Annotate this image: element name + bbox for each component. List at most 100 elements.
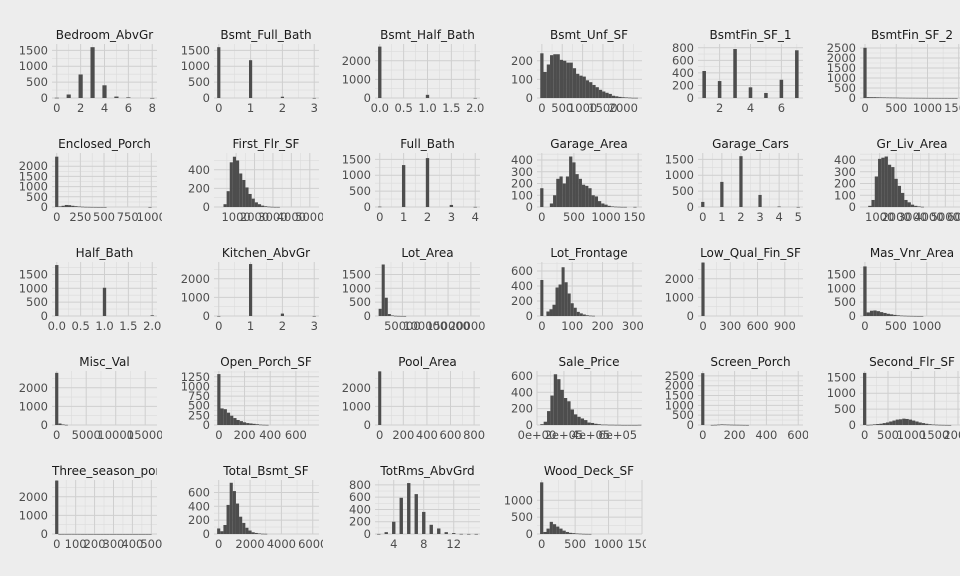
y-tick-label: 500 [511, 510, 533, 524]
histogram-bar [558, 284, 562, 316]
y-tick-label: 1000 [665, 168, 694, 182]
histogram-bar [591, 195, 595, 207]
histogram-bar [400, 315, 404, 317]
bars [862, 266, 923, 317]
y-tick-label: 0 [687, 91, 694, 105]
histogram-bar [67, 533, 72, 535]
histogram-bar [900, 192, 904, 207]
histogram-bar [555, 178, 559, 207]
histogram-bar [616, 206, 620, 208]
facet-title: TotRms_AbvGrd [380, 464, 475, 478]
bars [539, 53, 638, 99]
x-tick-label: 2.0 [466, 101, 484, 115]
x-tick-label: 2 [716, 101, 723, 115]
x-tick-label: 15000 [127, 428, 162, 442]
histogram-bar [425, 94, 430, 98]
facet-plot: 0 500 1000 0 500 1000 1500 [503, 480, 646, 551]
y-tick-label: 1500 [180, 43, 209, 57]
histogram-bar [613, 206, 617, 208]
x-tick-label: 0 [861, 428, 868, 442]
y-tick-label: 1000 [342, 399, 371, 413]
facet-title: Misc_Val [79, 355, 130, 369]
histogram-bar [892, 97, 896, 99]
y-tick-label: 0 [525, 527, 532, 541]
histogram-bar [898, 419, 902, 425]
histogram-bar [911, 420, 915, 425]
x-tick-label: 4 [390, 537, 397, 551]
histogram-bar [572, 68, 576, 98]
histogram-bar [229, 415, 233, 425]
histogram-bar [553, 374, 557, 425]
histogram-bar [132, 533, 136, 535]
y-tick-label: 0 [41, 91, 48, 105]
histogram-bar [890, 167, 894, 207]
bars [55, 372, 68, 426]
histogram-bar [908, 97, 912, 99]
histogram-bar [875, 97, 880, 98]
histogram-bar [610, 424, 614, 426]
histogram-bar [867, 205, 871, 207]
y-tick-label: 1000 [342, 281, 371, 295]
histogram-bar [950, 97, 954, 99]
x-tick-label: 4 [472, 210, 479, 224]
gridlines [52, 371, 157, 426]
histogram-bar [216, 315, 220, 317]
facet-title: Bsmt_Unf_SF [549, 28, 628, 42]
histogram-bar [584, 185, 588, 207]
histogram-bar [595, 87, 599, 98]
histogram-bar [627, 424, 631, 426]
bars [54, 47, 155, 99]
histogram-bar [150, 97, 155, 99]
histogram-bar [429, 524, 433, 534]
y-tick-label: 1000 [180, 290, 209, 304]
histogram-bar [64, 424, 68, 426]
histogram-bar [882, 97, 886, 99]
histogram-bar [905, 97, 909, 99]
x-tick-label: 0 [215, 319, 222, 333]
histogram-bar [260, 205, 264, 207]
histogram-bar [566, 401, 571, 425]
y-tick-label: 1000 [180, 59, 209, 73]
histogram-bar [93, 206, 97, 208]
x-tick-label: 500 [93, 210, 115, 224]
histogram-bar [444, 532, 448, 534]
histogram-bar [378, 206, 382, 208]
y-tick-label: 0 [41, 309, 48, 323]
histogram-bar [886, 313, 890, 316]
histogram-bar [870, 199, 875, 207]
x-tick-label: 2 [737, 210, 744, 224]
y-tick-label: 0 [202, 418, 209, 432]
y-tick-label: 600 [511, 369, 533, 383]
facet-title: Total_Bsmt_SF [223, 464, 309, 478]
bars [378, 264, 407, 317]
histogram-bar [565, 176, 569, 207]
x-tick-label: 2.0 [143, 319, 161, 333]
x-tick-label: 400 [416, 428, 438, 442]
histogram-bar [90, 206, 94, 208]
x-tick-label: 2000 [608, 101, 637, 115]
y-tick-label: 0 [848, 418, 855, 432]
histogram-bar [582, 76, 586, 98]
x-tick-label: 150000 [426, 319, 470, 333]
x-tick-label: 2e+05 [544, 428, 583, 442]
histogram-bar [634, 97, 638, 99]
histogram-bar [103, 206, 107, 208]
y-tick-label: 1500 [826, 61, 855, 75]
histogram-bar [931, 424, 935, 426]
x-tick-label: 900 [774, 319, 796, 333]
x-tick-label: 600 [787, 428, 807, 442]
histogram-bar [77, 206, 81, 208]
x-tick-label: 0 [53, 537, 60, 551]
histogram-bar [467, 533, 471, 535]
x-tick-label: 8 [420, 537, 427, 551]
histogram-bar [914, 421, 919, 425]
x-tick-label: 600 [747, 319, 769, 333]
histogram-bar [61, 533, 65, 535]
facet-second-flr-sf: Second_Flr_SF050010001500050010001500200… [808, 355, 960, 451]
histogram-bar [607, 424, 611, 426]
x-tick-label: 1000 [221, 210, 250, 224]
facet-open-porch-sf: Open_Porch_SF 0 250 500 750 1000 1250 0 200 400 60… [162, 355, 324, 451]
y-tick-label: 2500 [665, 369, 694, 383]
